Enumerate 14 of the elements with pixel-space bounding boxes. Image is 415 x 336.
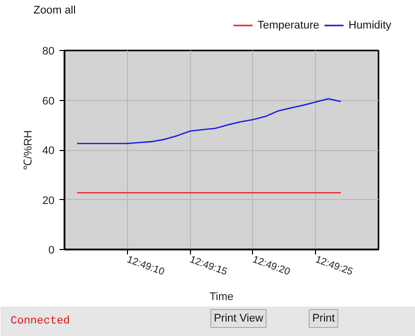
text: Print View <box>214 312 264 324</box>
y-tick-label: 80 <box>42 46 55 58</box>
y-tick-label: 0 <box>48 244 55 256</box>
text: Connected <box>10 316 70 328</box>
y-tick-label: 60 <box>42 95 55 108</box>
y-axis-title: ℃/%RH <box>22 130 34 170</box>
legend-label: Temperature <box>258 20 320 32</box>
y-tick-label: 40 <box>42 145 55 157</box>
line-series <box>76 98 342 144</box>
text: Print <box>312 312 335 324</box>
legend-label: Humidity <box>348 20 392 32</box>
text: Zoom all <box>34 4 76 16</box>
y-tick-label: 20 <box>42 194 55 207</box>
x-axis-title: Time <box>209 291 234 304</box>
